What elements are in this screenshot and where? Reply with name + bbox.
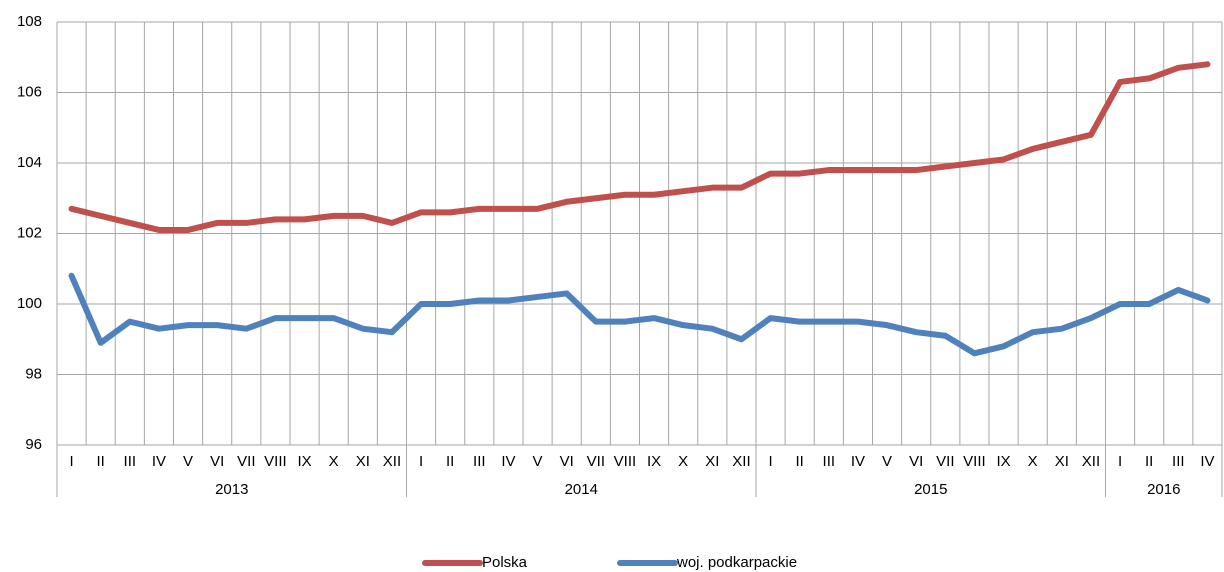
x-tick-label: VII [237, 453, 255, 470]
x-tick-label: VI [909, 453, 923, 470]
x-tick-label: II [446, 453, 454, 470]
x-tick-label: III [823, 453, 836, 470]
x-tick-label: II [97, 453, 105, 470]
legend-label: woj. podkarpackie [676, 554, 797, 571]
year-label: 2016 [1147, 481, 1180, 498]
x-tick-label: IX [996, 453, 1010, 470]
x-tick-label: VIII [264, 453, 287, 470]
y-tick-label: 108 [17, 13, 42, 30]
legend-label: Polska [482, 554, 528, 571]
x-tick-label: X [678, 453, 688, 470]
series-line [68, 61, 1211, 233]
x-tick-label: I [768, 453, 772, 470]
year-label: 2013 [215, 481, 248, 498]
y-tick-label: 100 [17, 295, 42, 312]
x-tick-label: XI [356, 453, 370, 470]
x-tick-label: VII [587, 453, 605, 470]
x-tick-label: XII [732, 453, 750, 470]
x-tick-label: X [329, 453, 339, 470]
series-line [68, 272, 1211, 357]
x-tick-label: V [882, 453, 892, 470]
x-tick-label: I [69, 453, 73, 470]
x-tick-label: XI [705, 453, 719, 470]
x-tick-label: IX [297, 453, 311, 470]
x-tick-label: III [124, 453, 137, 470]
x-tick-label: XII [383, 453, 401, 470]
x-tick-label: IV [1200, 453, 1214, 470]
x-tick-label: V [183, 453, 193, 470]
x-tick-label: VIII [963, 453, 986, 470]
x-tick-label: II [1145, 453, 1153, 470]
x-tick-label: V [533, 453, 543, 470]
y-tick-label: 102 [17, 224, 42, 241]
y-tick-label: 106 [17, 83, 42, 100]
x-tick-label: IV [851, 453, 865, 470]
x-tick-label: III [1172, 453, 1185, 470]
x-tick-label: IX [647, 453, 661, 470]
x-tick-label: XII [1082, 453, 1100, 470]
x-tick-label: VI [560, 453, 574, 470]
x-tick-label: X [1028, 453, 1038, 470]
x-tick-label: IV [501, 453, 515, 470]
year-label: 2014 [565, 481, 598, 498]
x-tick-label: VII [936, 453, 954, 470]
x-tick-label: XI [1055, 453, 1069, 470]
year-label: 2015 [914, 481, 947, 498]
x-tick-label: VIII [614, 453, 637, 470]
x-tick-label: I [1118, 453, 1122, 470]
y-tick-label: 96 [25, 436, 42, 453]
x-tick-label: I [419, 453, 423, 470]
y-tick-label: 104 [17, 154, 42, 171]
x-tick-label: IV [152, 453, 166, 470]
x-tick-label: VI [210, 453, 224, 470]
x-tick-label: III [473, 453, 486, 470]
y-tick-label: 98 [25, 365, 42, 382]
x-tick-label: II [796, 453, 804, 470]
